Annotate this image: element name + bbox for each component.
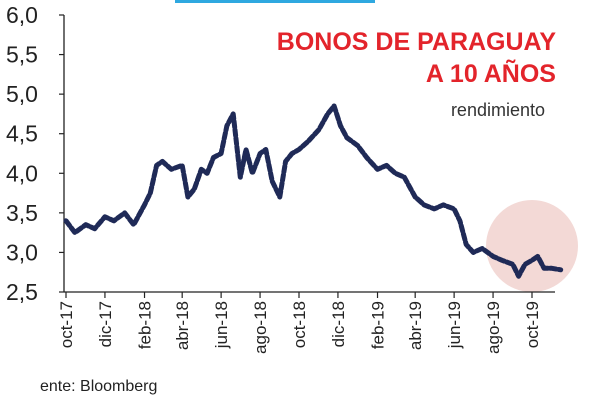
y-tick-label: 3,0 bbox=[6, 239, 38, 265]
y-tick-label: 2,5 bbox=[6, 279, 38, 305]
x-tick-label: oct-19 bbox=[523, 301, 542, 348]
x-tick-label: ago-19 bbox=[484, 301, 503, 354]
x-tick-label: oct-18 bbox=[290, 301, 309, 348]
chart-subtitle: rendimiento bbox=[451, 100, 545, 120]
x-tick-label: dic-18 bbox=[329, 301, 348, 347]
y-tick-label: 4,5 bbox=[6, 121, 38, 147]
y-tick-label: 5,5 bbox=[6, 42, 38, 68]
highlight-circle bbox=[486, 200, 578, 292]
x-tick-label: dic-17 bbox=[96, 301, 115, 347]
x-axis: oct-17 dic-17 feb-18 abr-18 jun-18 ago-18 oct-… bbox=[57, 292, 542, 354]
x-tick-label: abr-18 bbox=[173, 301, 192, 350]
top-accent-bar bbox=[175, 0, 375, 3]
x-tick-label: feb-19 bbox=[369, 301, 388, 349]
source-note: ente: Bloomberg bbox=[40, 378, 157, 395]
y-tick-label: 6,0 bbox=[6, 2, 38, 28]
x-tick-label: abr-19 bbox=[406, 301, 425, 350]
y-axis: 6,0 5,5 5,0 4,5 4,0 3,5 3,0 2,5 bbox=[6, 2, 64, 305]
y-tick-label: 5,0 bbox=[6, 81, 38, 107]
x-tick-label: jun-18 bbox=[212, 301, 231, 349]
x-tick-label: jun-19 bbox=[445, 301, 464, 349]
y-tick-label: 4,0 bbox=[6, 160, 38, 186]
x-tick-label: oct-17 bbox=[57, 301, 76, 348]
chart-title-line1: BONOS DE PARAGUAY bbox=[277, 28, 557, 56]
series-line bbox=[63, 103, 564, 279]
y-tick-label: 3,5 bbox=[6, 200, 38, 226]
x-tick-label: ago-18 bbox=[251, 301, 270, 354]
chart-title-line2: A 10 AÑOS bbox=[426, 58, 556, 88]
x-tick-label: feb-18 bbox=[136, 301, 155, 349]
